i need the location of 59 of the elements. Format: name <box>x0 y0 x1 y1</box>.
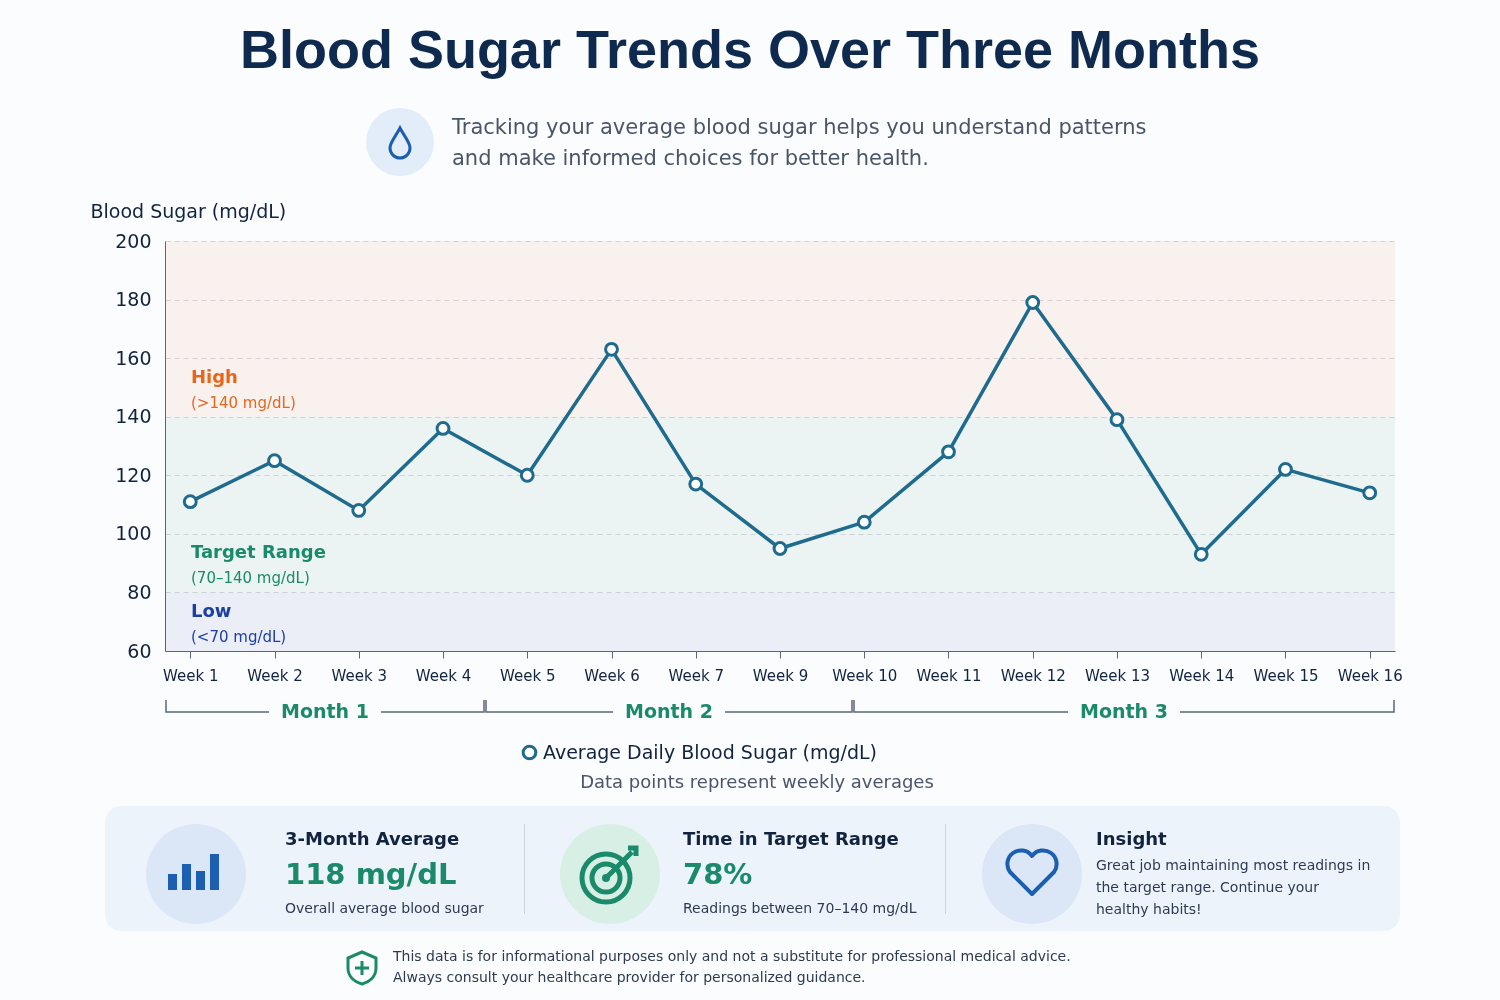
x-tick-label: Week 6 <box>584 666 640 685</box>
text: Insight <box>1096 828 1167 849</box>
text: Overall average blood sugar <box>285 899 484 918</box>
y-tick-label: 180 <box>115 288 152 311</box>
point <box>267 453 282 469</box>
x-tick-label: Week 5 <box>500 666 556 685</box>
x-tick-label: Week 15 <box>1253 666 1319 685</box>
text: Month 1 <box>269 698 381 724</box>
x-tick-label: Week 1 <box>163 666 219 685</box>
point <box>604 341 619 357</box>
y-tick-label: 80 <box>127 580 152 603</box>
text: Great job maintaining most readings in the target range. Continue your healthy habits! <box>1096 856 1371 919</box>
x-tick-label: Week 12 <box>1000 666 1066 685</box>
y-tick-label: 120 <box>115 463 152 486</box>
x-tick-label: Week 11 <box>916 666 982 685</box>
y-tick-label: 100 <box>115 522 152 545</box>
text: Data points represent weekly averages <box>579 771 935 792</box>
band-label: Low (<70 mg/dL) <box>191 600 287 646</box>
point <box>1278 462 1293 477</box>
point <box>351 503 367 518</box>
point <box>941 444 956 460</box>
point <box>1025 295 1041 310</box>
legend-label: Average Daily Blood Sugar (mg/dL) <box>543 740 877 763</box>
point <box>1109 412 1125 428</box>
text: 78% <box>683 857 753 891</box>
chart-subtitle: Tracking your average blood sugar helps you understand patterns and make informed choices for better health. <box>452 114 1148 172</box>
band-label: High (>140 mg/dL) <box>191 365 296 412</box>
x-tick-label: Week 14 <box>1169 666 1235 685</box>
text: This data is for informational purposes only and not a substitute for professional medical advice. <box>393 948 1071 964</box>
text: Month 3 <box>1068 698 1180 724</box>
point <box>688 476 704 492</box>
text: 118 mg/dL <box>285 857 457 891</box>
chart-title: Blood Sugar Trends Over Three Months <box>238 18 1262 80</box>
point <box>519 467 535 483</box>
x-tick-label: Week 9 <box>752 666 809 685</box>
text: Month 2 <box>613 698 725 724</box>
point <box>1362 485 1378 501</box>
x-tick-label: Week 3 <box>331 666 387 685</box>
x-tick-label: Week 10 <box>832 666 898 685</box>
y-tick-label: 60 <box>127 639 152 662</box>
x-tick-label: Week 7 <box>668 666 724 685</box>
x-tick-label: Week 4 <box>415 666 472 685</box>
y-tick-label: 160 <box>115 346 152 369</box>
point <box>772 541 788 556</box>
text: 3-Month Average <box>285 828 460 849</box>
point <box>856 514 872 530</box>
x-tick-label: Week 16 <box>1337 666 1403 685</box>
x-tick-label: Week 2 <box>247 666 303 685</box>
y-axis-title: Blood Sugar (mg/dL) <box>90 199 287 222</box>
y-tick-label: 140 <box>115 405 152 428</box>
y-tick-label: 200 <box>115 229 152 252</box>
band-label: Target Range (70–140 mg/dL) <box>191 541 326 588</box>
x-tick-label: Week 13 <box>1085 666 1150 685</box>
text: Time in Target Range <box>683 828 899 849</box>
point <box>182 494 198 510</box>
point <box>1193 546 1209 562</box>
text: Readings between 70–140 mg/dL <box>683 899 917 918</box>
text: Always consult your healthcare provider for personalized guidance. <box>393 969 866 985</box>
point <box>435 421 451 436</box>
